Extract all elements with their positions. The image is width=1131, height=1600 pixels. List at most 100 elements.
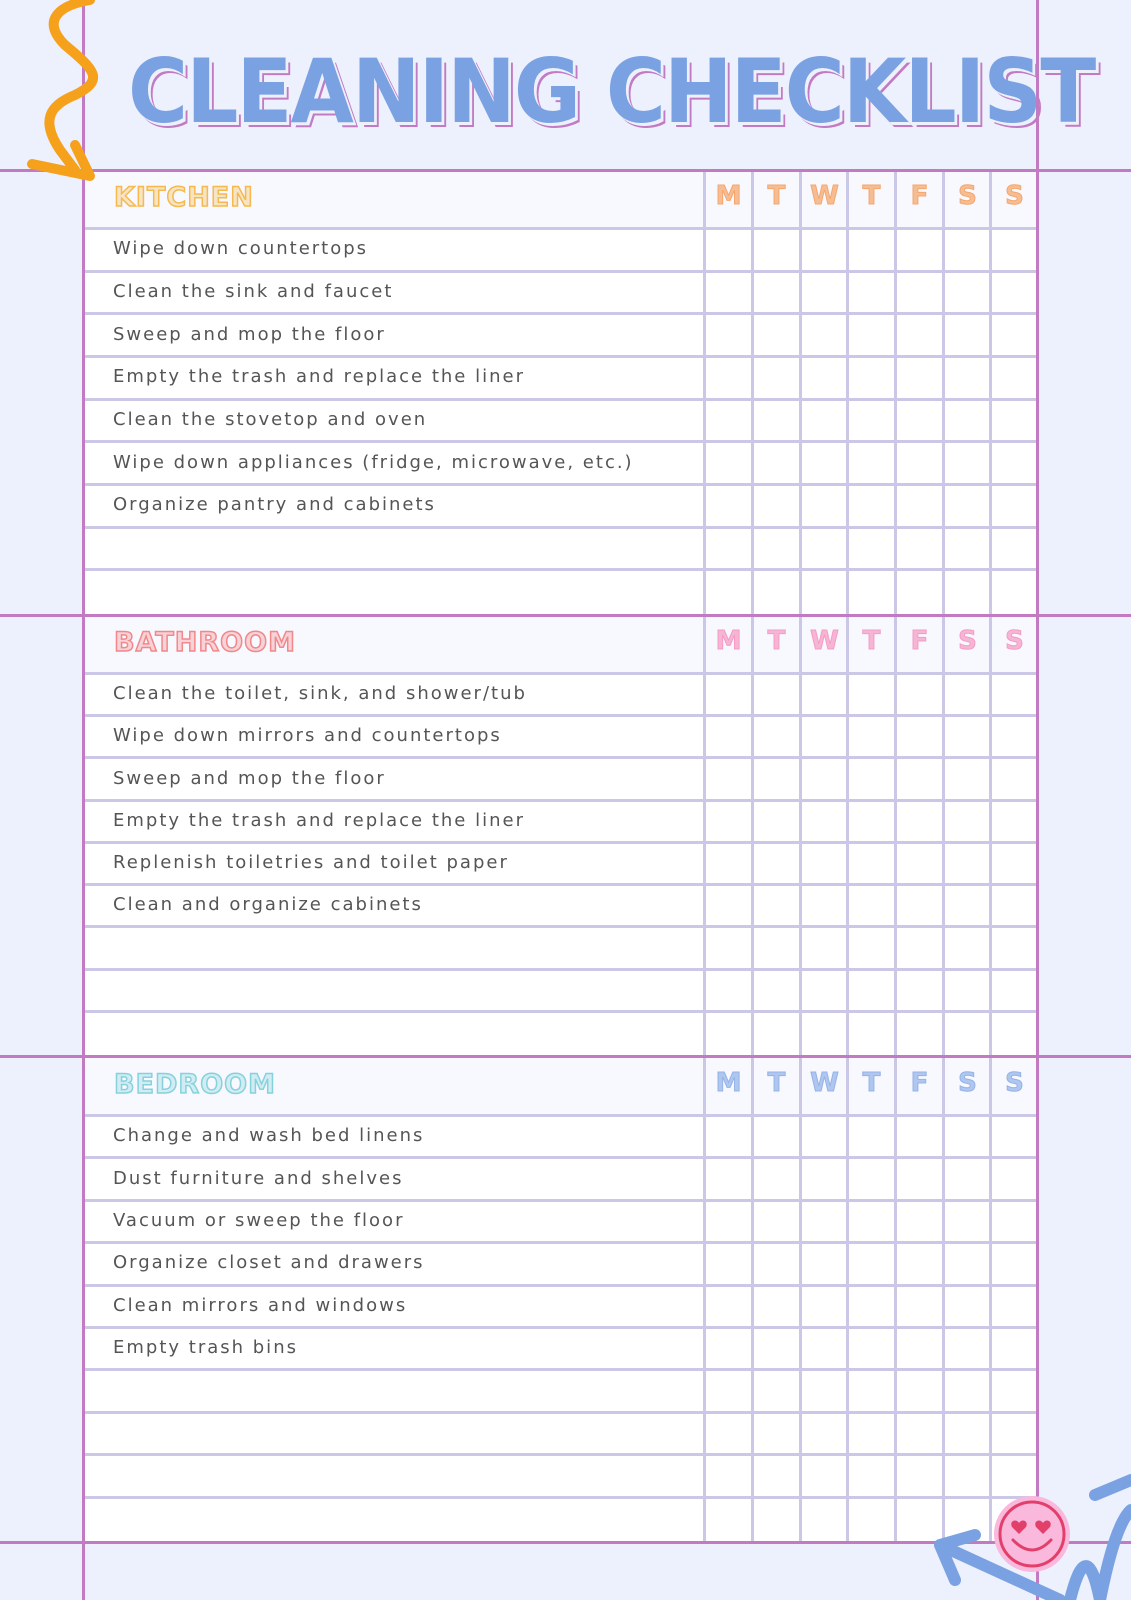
day-checkbox[interactable]	[802, 928, 847, 967]
day-checkbox[interactable]	[754, 1456, 799, 1495]
day-checkbox[interactable]	[897, 1244, 942, 1283]
day-checkbox[interactable]	[706, 886, 751, 925]
day-checkbox[interactable]	[992, 401, 1037, 441]
day-checkbox[interactable]	[802, 844, 847, 883]
day-checkbox[interactable]	[754, 1414, 799, 1453]
day-checkbox[interactable]	[849, 1287, 894, 1326]
day-checkbox[interactable]	[802, 1287, 847, 1326]
day-checkbox[interactable]	[802, 529, 847, 569]
day-checkbox[interactable]	[945, 358, 990, 398]
day-checkbox[interactable]	[754, 315, 799, 355]
day-checkbox[interactable]	[706, 1013, 751, 1052]
day-checkbox[interactable]	[706, 1329, 751, 1368]
day-checkbox[interactable]	[897, 443, 942, 483]
day-checkbox[interactable]	[897, 358, 942, 398]
day-checkbox[interactable]	[897, 1329, 942, 1368]
day-checkbox[interactable]	[802, 1329, 847, 1368]
day-checkbox[interactable]	[754, 273, 799, 313]
day-checkbox[interactable]	[802, 1244, 847, 1283]
day-checkbox[interactable]	[754, 401, 799, 441]
day-checkbox[interactable]	[849, 315, 894, 355]
day-checkbox[interactable]	[754, 1244, 799, 1283]
day-checkbox[interactable]	[945, 230, 990, 270]
day-checkbox[interactable]	[897, 486, 942, 526]
day-checkbox[interactable]	[706, 1159, 751, 1198]
day-checkbox[interactable]	[992, 802, 1037, 841]
day-checkbox[interactable]	[849, 443, 894, 483]
day-checkbox[interactable]	[754, 529, 799, 569]
day-checkbox[interactable]	[706, 1456, 751, 1495]
day-checkbox[interactable]	[706, 1499, 751, 1538]
day-checkbox[interactable]	[754, 230, 799, 270]
day-checkbox[interactable]	[992, 273, 1037, 313]
day-checkbox[interactable]	[945, 401, 990, 441]
day-checkbox[interactable]	[849, 759, 894, 798]
day-checkbox[interactable]	[706, 230, 751, 270]
day-checkbox[interactable]	[992, 1414, 1037, 1453]
day-checkbox[interactable]	[849, 1499, 894, 1538]
day-checkbox[interactable]	[992, 759, 1037, 798]
day-checkbox[interactable]	[849, 486, 894, 526]
day-checkbox[interactable]	[754, 486, 799, 526]
day-checkbox[interactable]	[802, 1159, 847, 1198]
day-checkbox[interactable]	[945, 529, 990, 569]
day-checkbox[interactable]	[802, 1013, 847, 1052]
day-checkbox[interactable]	[754, 802, 799, 841]
day-checkbox[interactable]	[706, 1414, 751, 1453]
day-checkbox[interactable]	[897, 1371, 942, 1410]
day-checkbox[interactable]	[992, 1202, 1037, 1241]
day-checkbox[interactable]	[754, 1499, 799, 1538]
day-checkbox[interactable]	[849, 230, 894, 270]
day-checkbox[interactable]	[706, 759, 751, 798]
day-checkbox[interactable]	[897, 717, 942, 756]
day-checkbox[interactable]	[802, 886, 847, 925]
day-checkbox[interactable]	[992, 358, 1037, 398]
day-checkbox[interactable]	[802, 315, 847, 355]
day-checkbox[interactable]	[849, 802, 894, 841]
day-checkbox[interactable]	[802, 971, 847, 1010]
day-checkbox[interactable]	[849, 717, 894, 756]
day-checkbox[interactable]	[945, 1244, 990, 1283]
day-checkbox[interactable]	[897, 571, 942, 611]
day-checkbox[interactable]	[706, 1287, 751, 1326]
day-checkbox[interactable]	[706, 401, 751, 441]
day-checkbox[interactable]	[754, 358, 799, 398]
day-checkbox[interactable]	[802, 675, 847, 714]
day-checkbox[interactable]	[706, 1371, 751, 1410]
day-checkbox[interactable]	[897, 1202, 942, 1241]
day-checkbox[interactable]	[754, 571, 799, 611]
day-checkbox[interactable]	[849, 928, 894, 967]
day-checkbox[interactable]	[706, 315, 751, 355]
day-checkbox[interactable]	[754, 759, 799, 798]
day-checkbox[interactable]	[945, 886, 990, 925]
day-checkbox[interactable]	[897, 675, 942, 714]
day-checkbox[interactable]	[706, 928, 751, 967]
day-checkbox[interactable]	[754, 844, 799, 883]
day-checkbox[interactable]	[897, 273, 942, 313]
day-checkbox[interactable]	[754, 1013, 799, 1052]
day-checkbox[interactable]	[754, 971, 799, 1010]
day-checkbox[interactable]	[897, 1159, 942, 1198]
day-checkbox[interactable]	[945, 486, 990, 526]
day-checkbox[interactable]	[897, 759, 942, 798]
day-checkbox[interactable]	[802, 802, 847, 841]
day-checkbox[interactable]	[945, 971, 990, 1010]
day-checkbox[interactable]	[802, 1117, 847, 1156]
day-checkbox[interactable]	[945, 1414, 990, 1453]
day-checkbox[interactable]	[945, 1371, 990, 1410]
day-checkbox[interactable]	[706, 1202, 751, 1241]
day-checkbox[interactable]	[992, 1371, 1037, 1410]
day-checkbox[interactable]	[706, 273, 751, 313]
day-checkbox[interactable]	[706, 675, 751, 714]
day-checkbox[interactable]	[706, 802, 751, 841]
day-checkbox[interactable]	[992, 971, 1037, 1010]
day-checkbox[interactable]	[992, 1329, 1037, 1368]
day-checkbox[interactable]	[897, 802, 942, 841]
day-checkbox[interactable]	[945, 1013, 990, 1052]
day-checkbox[interactable]	[706, 358, 751, 398]
day-checkbox[interactable]	[897, 529, 942, 569]
day-checkbox[interactable]	[897, 928, 942, 967]
day-checkbox[interactable]	[992, 529, 1037, 569]
day-checkbox[interactable]	[754, 717, 799, 756]
day-checkbox[interactable]	[706, 486, 751, 526]
